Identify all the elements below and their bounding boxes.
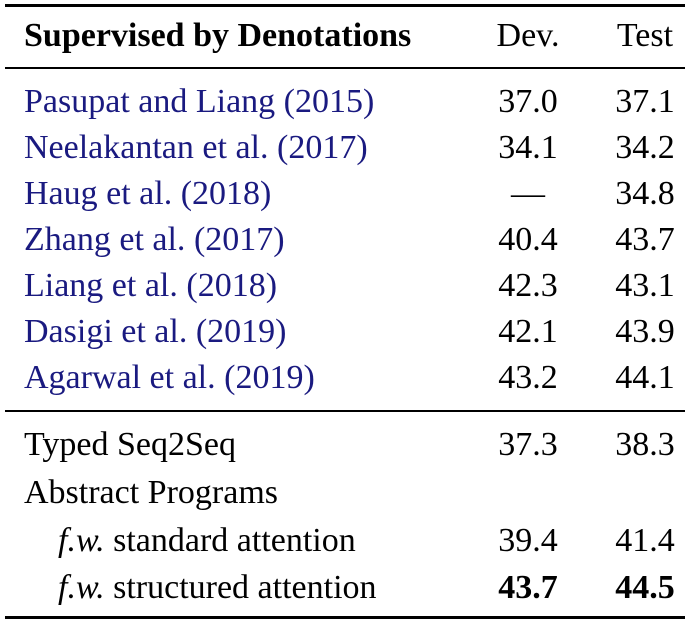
test-score: 34.8 [615,175,675,212]
citation-link[interactable]: Pasupat and Liang (2015) [24,83,375,120]
dev-score: 43.2 [498,359,558,396]
method-cell: Neelakantan et al. (2017) [24,124,368,172]
dev-score: 34.1 [498,129,558,166]
test-score: 43.7 [615,221,675,258]
dev-score: — [511,175,545,212]
dev-score: 42.1 [498,313,558,350]
method-label: standard attention [113,522,356,559]
header-row: Supervised by Denotations Dev. Test [0,12,696,60]
table-row: Liang et al. (2018) 42.3 43.1 [0,262,696,310]
dev-score: 37.3 [498,426,558,463]
citation-link[interactable]: Haug et al. (2018) [24,175,272,212]
test-score: 38.3 [615,426,675,463]
test-score: 43.9 [615,313,675,350]
table-row: Neelakantan et al. (2017) 34.1 34.2 [0,124,696,172]
method-cell: Liang et al. (2018) [24,262,277,310]
table-row: f.w. structured attention 43.7 44.5 [0,564,696,612]
citation-link[interactable]: Neelakantan et al. (2017) [24,129,368,166]
bottom-rule [5,616,685,619]
test-score-best: 44.5 [615,569,675,606]
test-score: 41.4 [615,522,675,559]
citation-link[interactable]: Liang et al. (2018) [24,267,278,304]
citation-link[interactable]: Zhang et al. (2017) [24,221,285,258]
table-row: f.w. standard attention 39.4 41.4 [0,517,696,565]
dev-score: 40.4 [498,221,558,258]
fw-prefix: f.w. [58,569,105,606]
method-label: structured attention [113,569,377,606]
dev-score: 42.3 [498,267,558,304]
method-cell: Zhang et al. (2017) [24,216,285,264]
method-cell: Haug et al. (2018) [24,170,271,218]
test-score: 44.1 [615,359,675,396]
method-label: Abstract Programs [24,474,279,511]
header-dev: Dev. [496,17,560,54]
table-row: Dasigi et al. (2019) 42.1 43.9 [0,308,696,356]
table-row: Zhang et al. (2017) 40.4 43.7 [0,216,696,264]
method-cell: Pasupat and Liang (2015) [24,78,374,126]
dev-score-best: 43.7 [498,569,558,606]
citation-link[interactable]: Agarwal et al. (2019) [24,359,315,396]
test-score: 37.1 [615,83,675,120]
method-label: Typed Seq2Seq [24,426,236,463]
header-test: Test [616,17,674,54]
table-row: Haug et al. (2018) — 34.8 [0,170,696,218]
dev-score: 37.0 [498,83,558,120]
method-cell: Agarwal et al. (2019) [24,354,315,402]
table-row: Pasupat and Liang (2015) 37.0 37.1 [0,78,696,126]
section-rule [5,410,685,412]
table-row: Abstract Programs [0,469,696,517]
method-cell: f.w. standard attention [58,517,356,565]
method-cell: f.w. structured attention [58,564,377,612]
header-method: Supervised by Denotations [24,17,412,54]
top-rule [5,4,685,7]
table-row: Typed Seq2Seq 37.3 38.3 [0,421,696,469]
table-row: Agarwal et al. (2019) 43.2 44.1 [0,354,696,402]
test-score: 43.1 [615,267,675,304]
citation-link[interactable]: Dasigi et al. (2019) [24,313,287,350]
method-cell: Dasigi et al. (2019) [24,308,287,356]
fw-prefix: f.w. [58,522,105,559]
dev-score: 39.4 [498,522,558,559]
header-rule [5,67,685,69]
test-score: 34.2 [615,129,675,166]
